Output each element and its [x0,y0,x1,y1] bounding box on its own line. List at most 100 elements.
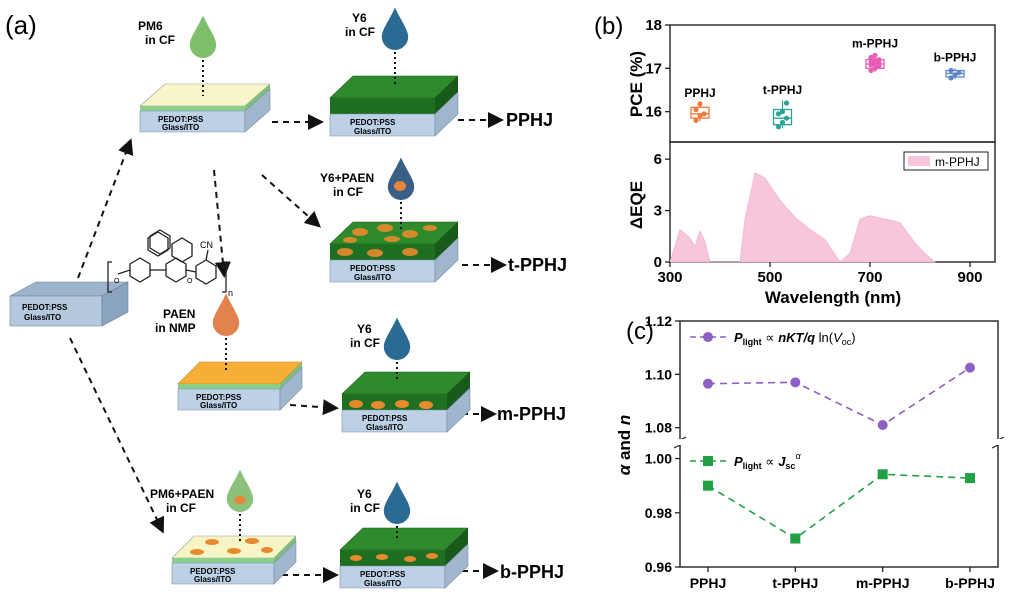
c-xtick-label: t-PPHJ [772,575,818,591]
eqe-ytick-label: 0 [654,254,662,271]
legend-n-vsub: oc [842,337,852,347]
drop-label-y6-2-l2: in CF [350,336,380,350]
pce-category-label: m-PPHJ [852,36,898,50]
panel-c-chart: (c) α and n 1.08 1.10 1.12 0.96 0.98 1.00 PPHJ… [615,313,1006,591]
pce-point [876,57,882,63]
c-plot-frame [679,320,999,568]
drop-label-pm6paen: PM6+PAEN in CF [150,487,214,515]
base-layer-ito: Glass/ITO [24,313,61,322]
pce-category-label: t-PPHJ [763,83,802,97]
legend-a-p: P [734,454,743,469]
pce-point [872,65,878,71]
stack-paen: PEDOT:PSS Glass/ITO [177,361,303,411]
legend-a-jsub: sc [785,461,795,471]
pce-point [948,75,954,81]
drop-label-y6paen: Y6+PAEN in CF [320,171,374,199]
pce-point [783,100,790,106]
eqe-legend-swatch [908,156,930,166]
stack-tpphj: PEDOT:PSS Glass/ITO [329,221,459,283]
eqe-xtick-label: 900 [957,269,982,286]
c-ytick-label: 0.98 [645,505,672,521]
c-point [703,480,713,491]
svg-text:Plight ∝ nKT/q ln(Voc): Plight ∝ nKT/q ln(Voc) [734,330,856,347]
pce-point [872,52,878,58]
pce-point [697,113,703,119]
legend-a-sup: α [795,451,801,461]
pce-boxes: PPHJ t-PPHJ m-PPHJ b-PPHJ [684,36,976,130]
stack-pphj-pedot: PEDOT:PSS [350,118,396,127]
axis-break-marks [673,436,1005,449]
pce-point [948,67,954,74]
paen-n-label: n [228,288,233,298]
stack-tpphj-pedot: PEDOT:PSS [350,264,396,273]
pce-point [872,57,878,64]
stack-pm6-paen: PEDOT:PSS Glass/ITO [171,535,297,585]
eqe-xlabel: Wavelength (nm) [765,288,901,307]
drop-label-y6-2-l1: Y6 [357,322,372,336]
c-ylabel-n: n [615,415,634,425]
c-ytick-label: 0.96 [645,559,672,575]
c-xtick-label: b-PPHJ [945,575,995,591]
stack-mpphj: PEDOT:PSS Glass/ITO [341,371,471,433]
pce-point [701,111,707,117]
pce-plot-frame [669,24,996,143]
product-label-mpphj: m-PPHJ [497,404,566,424]
legend-a-j: J [778,454,786,469]
c-point [790,377,801,388]
c-point [965,473,975,484]
c-series-line [707,367,971,426]
legend-n-prop: ∝ [762,330,779,345]
stack-bpphj-ito: Glass/ITO [364,579,401,588]
pce-ytick-label: 18 [645,17,662,34]
paen-o2-label: O [187,278,193,285]
paen-interface-aggregates [349,400,433,409]
c-xtick-label: PPHJ [690,575,727,591]
paen-chemical-structure [107,229,227,293]
product-label-tpphj: t-PPHJ [508,255,567,275]
legend-n: Plight ∝ nKT/q ln(Voc) [690,330,856,347]
stack-pm6-pedot: PEDOT:PSS [158,115,204,124]
pce-point [693,117,699,123]
c-ytick-label: 1.00 [645,451,672,467]
pce-y-axis: 16 17 18 [645,17,670,121]
c-series-line [707,473,971,540]
eqe-area-group [669,172,937,263]
pce-point [779,119,786,126]
c-point [877,420,888,430]
drop-label-y6-2: Y6 in CF [350,322,380,350]
eqe-xtick-label: 700 [857,269,882,286]
eqe-legend-label: m-PPHJ [935,155,980,169]
drop-label-y6paen-l1: Y6+PAEN [320,171,374,185]
stack-mpphj-pedot: PEDOT:PSS [362,414,408,423]
drop-label-y6-3: Y6 in CF [350,487,380,515]
pce-ytick-label: 17 [645,60,662,77]
base-layer-pedot: PEDOT:PSS [22,303,68,312]
pce-point [693,106,699,113]
paen-bulk-aggregates [350,553,438,562]
c-axes: 1.08 1.10 1.12 0.96 0.98 1.00 PPHJ t-PPHJ m-PPHJ… [645,313,995,591]
c-point [703,378,713,389]
drop-label-pm6-l1: PM6 [138,19,163,33]
c-ylabel-and: and [615,425,634,465]
drop-lines [202,52,402,544]
paen-o1-label: O [114,278,120,285]
pce-point [956,70,962,76]
drop-label-paen-l1: PAEN [163,307,195,321]
drop-label-y6-3-l1: Y6 [357,487,372,501]
stack-pm6paen-ito: Glass/ITO [194,575,231,584]
stack-bpphj-pedot: PEDOT:PSS [360,570,406,579]
c-ylabel: α and n [615,415,634,476]
eqe-ytick-label: 6 [654,151,662,168]
stack-pphj-ito: Glass/ITO [354,127,391,136]
panel-label-b: (b) [594,13,623,40]
product-label-bpphj: b-PPHJ [500,562,564,582]
drop-label-y6-3-l2: in CF [350,501,380,515]
process-arrows [69,112,507,583]
product-label-pphj: PPHJ [506,110,553,130]
stack-pm6-ito: Glass/ITO [162,123,199,132]
c-point [877,469,888,480]
drop-label-y6-1: Y6 in CF [345,11,375,39]
c-ytick-label: 1.08 [645,420,672,436]
c-ytick-label: 1.10 [645,366,672,382]
eqe-area [669,172,937,263]
